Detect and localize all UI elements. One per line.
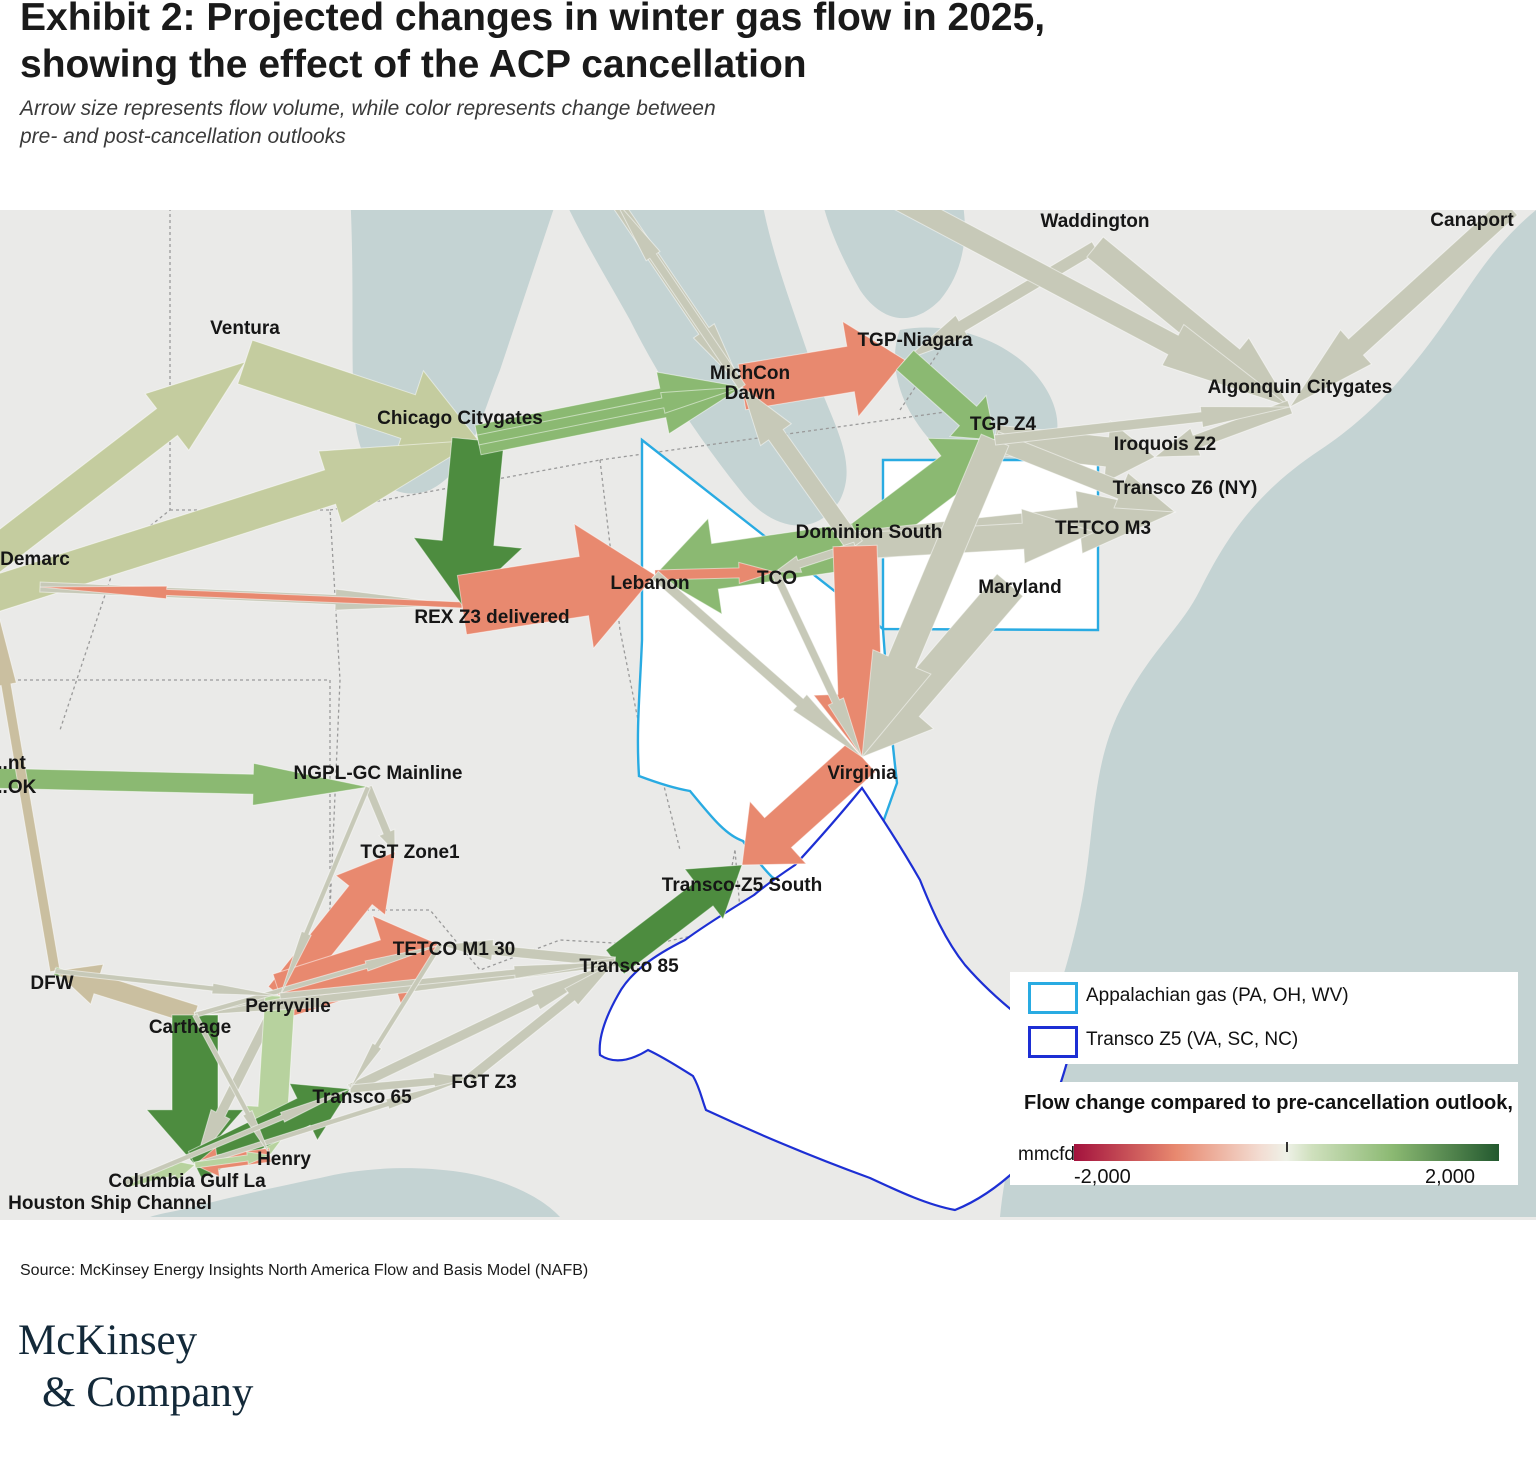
svg-text:Canaport: Canaport bbox=[1430, 210, 1514, 231]
svg-text:Dominion South: Dominion South bbox=[796, 522, 943, 543]
svg-text:Chicago Citygates: Chicago Citygates bbox=[377, 408, 543, 429]
svg-text:TGT Zone1: TGT Zone1 bbox=[360, 842, 460, 863]
svg-text:REX Z3 delivered: REX Z3 delivered bbox=[414, 607, 569, 628]
svg-text:Columbia Gulf La: Columbia Gulf La bbox=[108, 1171, 266, 1192]
svg-text:Transco 65: Transco 65 bbox=[312, 1087, 412, 1108]
svg-text:Algonquin Citygates: Algonquin Citygates bbox=[1208, 377, 1393, 398]
svg-text:Henry: Henry bbox=[257, 1149, 311, 1170]
svg-text:...OK: ...OK bbox=[0, 777, 37, 798]
svg-text:Houston Ship Channel: Houston Ship Channel bbox=[8, 1193, 212, 1214]
svg-text:TGP-Niagara: TGP-Niagara bbox=[857, 330, 973, 351]
svg-text:Demarc: Demarc bbox=[0, 549, 70, 570]
svg-text:Virginia: Virginia bbox=[827, 763, 897, 784]
svg-text:Iroquois Z2: Iroquois Z2 bbox=[1114, 434, 1216, 455]
svg-text:TCO: TCO bbox=[757, 568, 797, 589]
svg-text:Transco Z6 (NY): Transco Z6 (NY) bbox=[1113, 478, 1258, 499]
svg-text:Waddington: Waddington bbox=[1040, 211, 1149, 232]
svg-text:TETCO M3: TETCO M3 bbox=[1055, 518, 1151, 539]
svg-text:Transco 85: Transco 85 bbox=[579, 956, 679, 977]
svg-text:DFW: DFW bbox=[30, 973, 73, 994]
svg-text:Transco-Z5 South: Transco-Z5 South bbox=[662, 875, 822, 896]
svg-text:...nt: ...nt bbox=[0, 753, 26, 774]
svg-text:NGPL-GC Mainline: NGPL-GC Mainline bbox=[294, 763, 463, 784]
svg-text:Maryland: Maryland bbox=[978, 577, 1061, 598]
svg-text:& Company: & Company bbox=[42, 1369, 254, 1416]
svg-text:Ventura: Ventura bbox=[210, 318, 280, 339]
svg-text:McKinsey: McKinsey bbox=[18, 1317, 198, 1364]
svg-text:Perryville: Perryville bbox=[245, 996, 331, 1017]
svg-text:TETCO M1 30: TETCO M1 30 bbox=[393, 939, 515, 960]
svg-text:FGT Z3: FGT Z3 bbox=[451, 1072, 516, 1093]
svg-text:Carthage: Carthage bbox=[149, 1017, 231, 1038]
svg-text:TGP Z4: TGP Z4 bbox=[970, 414, 1037, 435]
svg-text:Lebanon: Lebanon bbox=[610, 573, 689, 594]
